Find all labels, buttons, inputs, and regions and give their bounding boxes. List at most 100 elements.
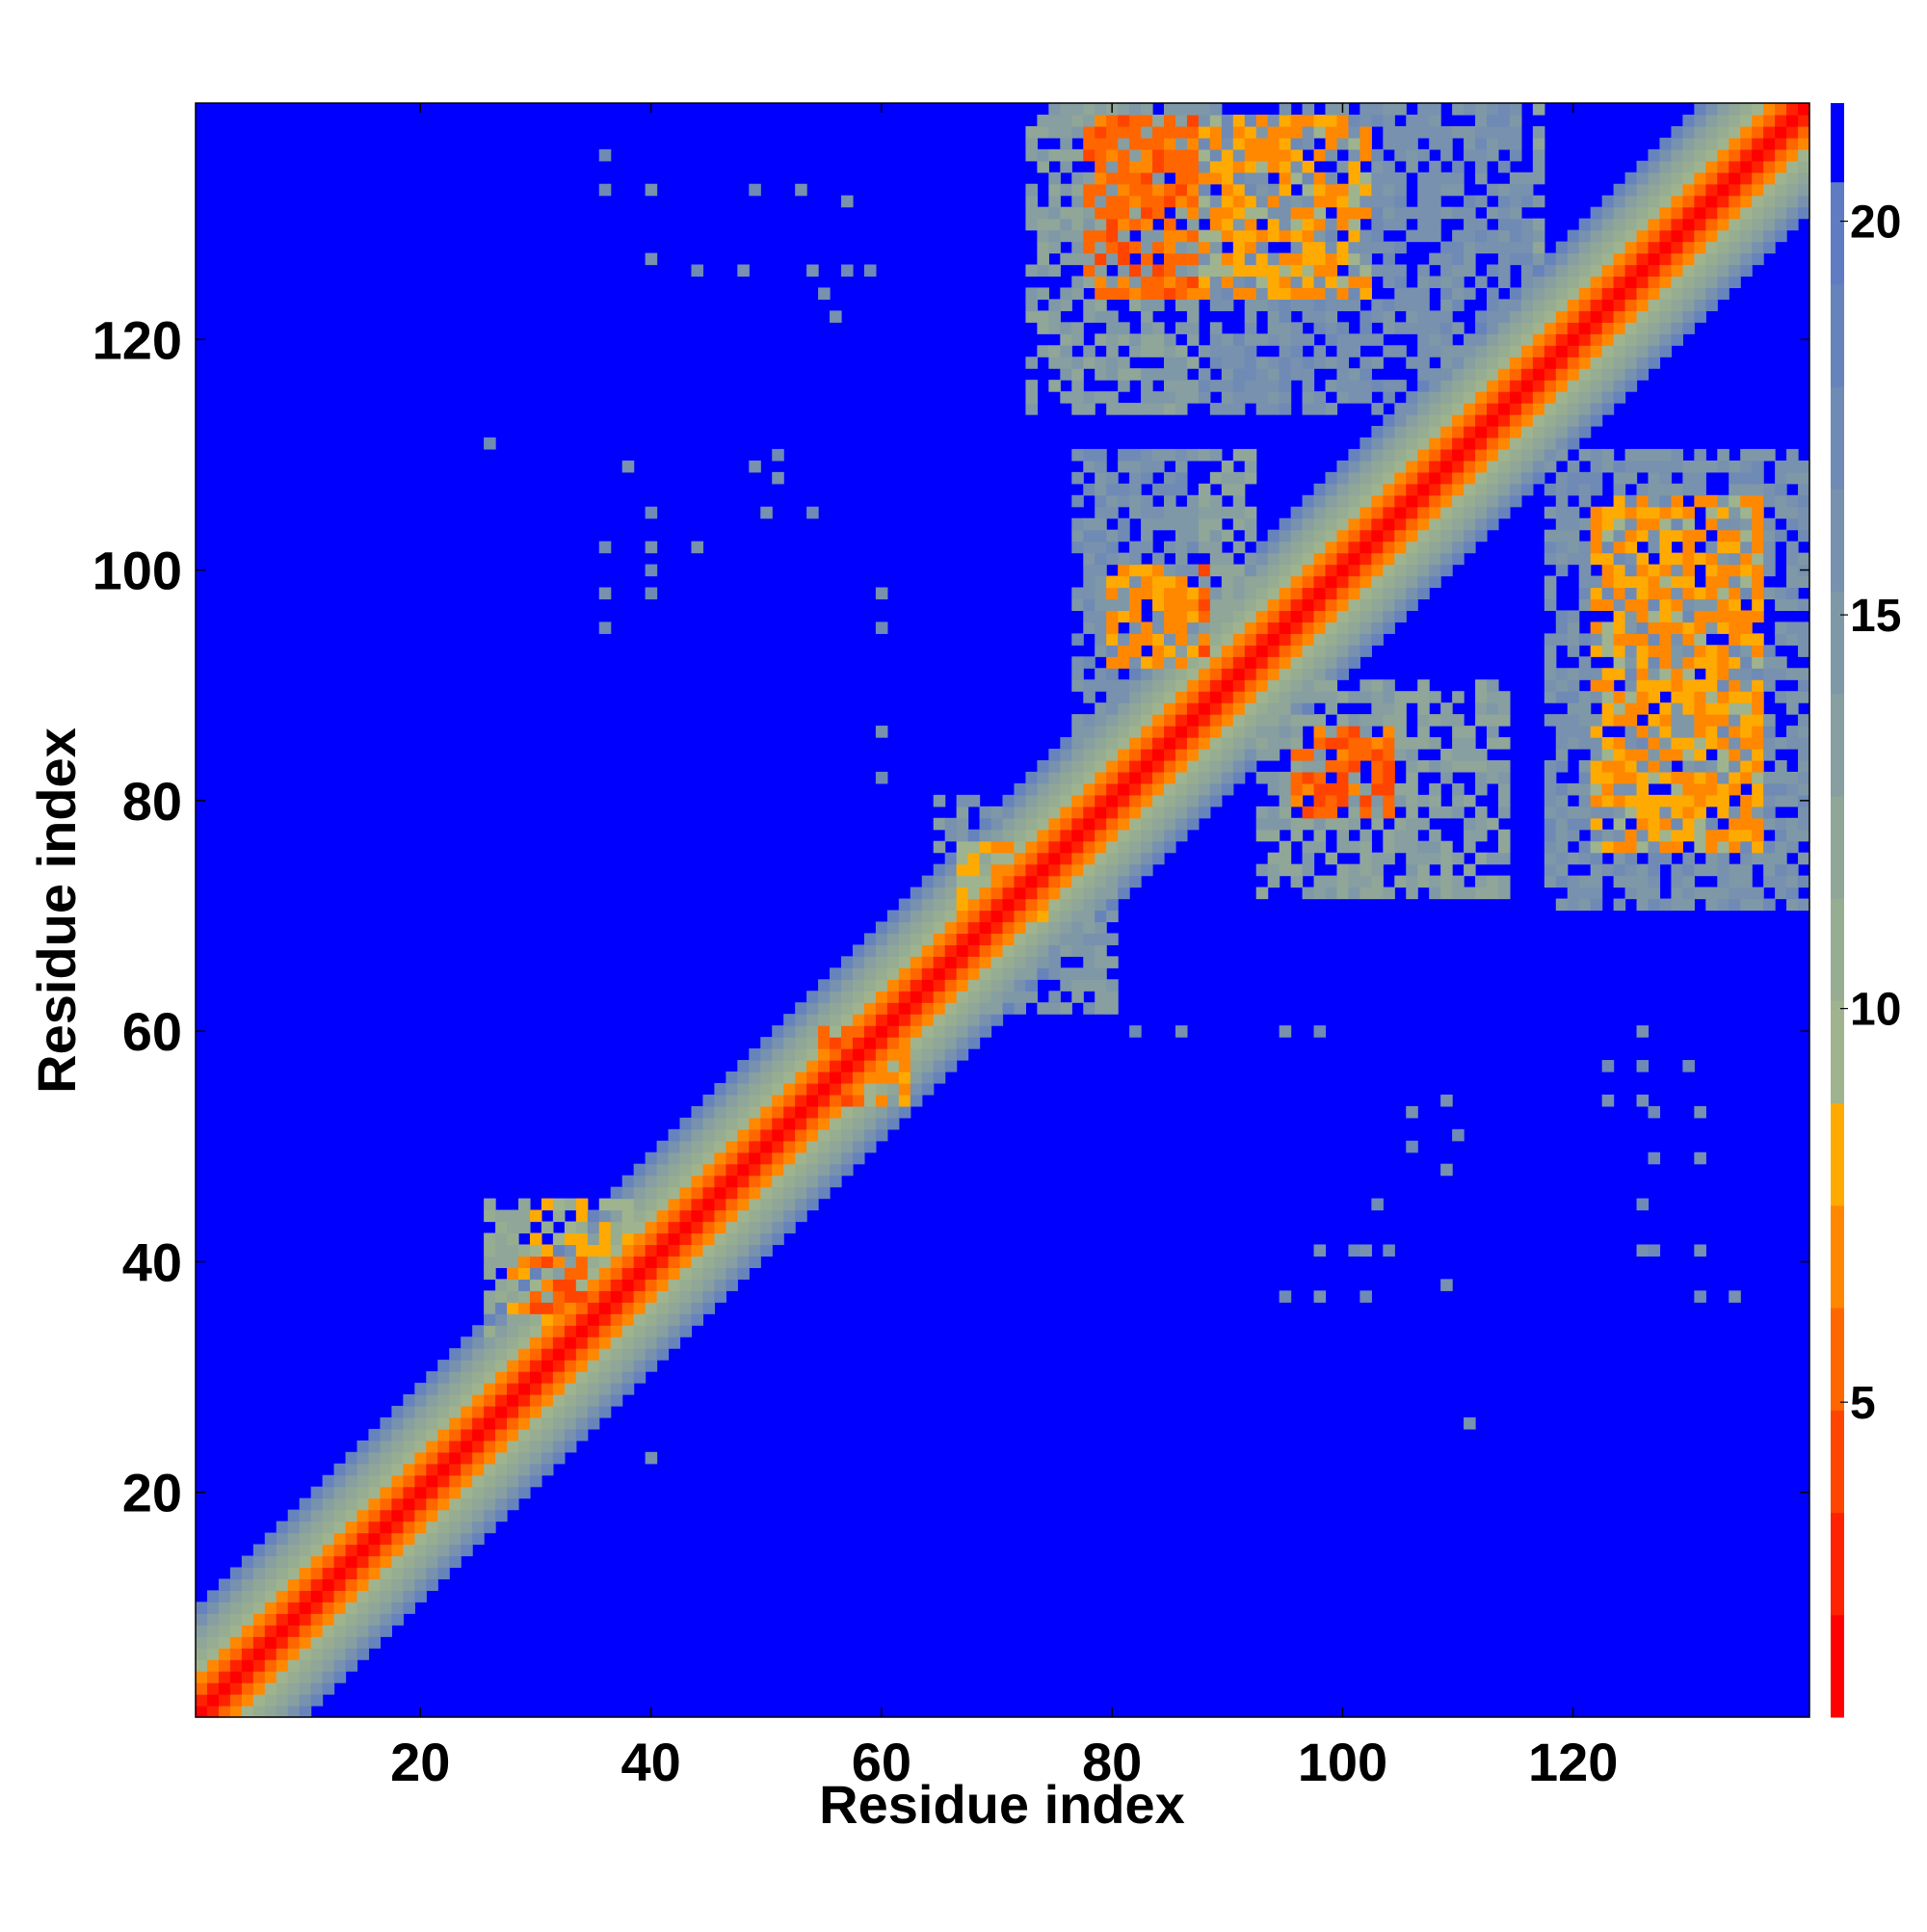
heatmap-cell	[1740, 610, 1753, 622]
heatmap-cell	[610, 1394, 623, 1407]
heatmap-cell	[1567, 483, 1580, 496]
heatmap-cell	[760, 1163, 773, 1177]
heatmap-cell	[1613, 794, 1626, 807]
heatmap-cell	[645, 1313, 658, 1326]
heatmap-cell	[621, 1244, 635, 1257]
heatmap-cell	[1336, 875, 1350, 888]
heatmap-cell	[252, 1636, 266, 1649]
heatmap-cell	[1475, 368, 1488, 381]
heatmap-cell	[529, 1371, 542, 1384]
heatmap-cell	[1694, 806, 1706, 819]
heatmap-cell	[1613, 471, 1626, 485]
heatmap-cell	[1590, 229, 1603, 243]
heatmap-cell	[1429, 218, 1441, 231]
heatmap-cell	[587, 1416, 600, 1430]
heatmap-cell	[1532, 403, 1545, 415]
heatmap-cell	[1267, 852, 1280, 865]
heatmap-cell	[1763, 148, 1776, 162]
heatmap-cell	[910, 1002, 923, 1015]
heatmap-cell	[749, 1244, 761, 1257]
heatmap-cell	[1705, 656, 1718, 669]
heatmap-cell	[1325, 380, 1338, 392]
heatmap-cell	[564, 1348, 577, 1361]
heatmap-cell	[1682, 264, 1695, 278]
heatmap-cell	[1129, 206, 1142, 220]
heatmap-cell	[1359, 794, 1372, 807]
heatmap-cell	[1371, 357, 1384, 369]
heatmap-cell	[1613, 645, 1626, 657]
heatmap-cell	[656, 1140, 670, 1153]
heatmap-cell	[1740, 241, 1753, 254]
heatmap-cell	[541, 1337, 554, 1349]
heatmap-cell	[1648, 460, 1661, 473]
heatmap-cell	[1740, 771, 1753, 784]
heatmap-cell	[1775, 587, 1787, 600]
heatmap-cell	[645, 1290, 658, 1303]
heatmap-cell	[1186, 148, 1200, 162]
heatmap-cell	[863, 1117, 877, 1130]
heatmap-cell	[760, 506, 773, 519]
heatmap-cell	[196, 1671, 208, 1683]
heatmap-cell	[1048, 887, 1061, 900]
heatmap-cell	[1371, 782, 1384, 796]
heatmap-cell	[1371, 875, 1384, 888]
heatmap-cell	[507, 1337, 519, 1349]
heatmap-cell	[1624, 241, 1638, 254]
heatmap-cell	[1763, 529, 1776, 543]
heatmap-cell	[1383, 794, 1395, 807]
heatmap-cell	[656, 1256, 670, 1268]
heatmap-cell	[1648, 345, 1661, 357]
heatmap-cell	[368, 1497, 382, 1511]
heatmap-cell	[1717, 668, 1729, 680]
heatmap-cell	[1682, 310, 1695, 323]
heatmap-cell	[1752, 471, 1764, 485]
heatmap-cell	[1232, 264, 1246, 278]
heatmap-cell	[1601, 622, 1615, 634]
heatmap-cell	[1014, 967, 1027, 980]
heatmap-cell	[287, 1544, 301, 1557]
heatmap-cell	[737, 1151, 750, 1165]
heatmap-cell	[1671, 633, 1683, 646]
heatmap-cell	[1729, 564, 1741, 577]
heatmap-cell	[1348, 1244, 1360, 1257]
heatmap-cell	[1244, 391, 1257, 404]
heatmap-cell	[1048, 898, 1061, 912]
heatmap-cell	[1624, 206, 1638, 220]
heatmap-cell	[933, 1072, 946, 1084]
heatmap-cell	[1624, 794, 1638, 807]
heatmap-cell	[426, 1544, 438, 1557]
heatmap-cell	[380, 1555, 392, 1569]
heatmap-cell	[345, 1521, 358, 1534]
heatmap-cell	[1705, 114, 1718, 127]
heatmap-cell	[1175, 726, 1188, 738]
heatmap-cell	[1464, 206, 1476, 220]
heatmap-cell	[1775, 172, 1787, 185]
heatmap-cell	[1452, 1128, 1465, 1142]
heatmap-cell	[1025, 299, 1038, 311]
heatmap-cell	[1775, 183, 1787, 197]
heatmap-cell	[1613, 252, 1626, 266]
heatmap-cell	[1336, 633, 1350, 646]
heatmap-cell	[1279, 852, 1292, 865]
heatmap-cell	[1544, 426, 1557, 438]
heatmap-cell	[1636, 506, 1650, 519]
heatmap-cell	[1186, 137, 1200, 150]
heatmap-cell	[1786, 737, 1799, 750]
heatmap-cell	[1060, 103, 1072, 116]
heatmap-cell	[668, 1232, 681, 1246]
heatmap-cell	[1601, 333, 1615, 346]
heatmap-cell	[1071, 749, 1084, 761]
heatmap-cell	[1624, 471, 1638, 485]
heatmap-cell	[1487, 471, 1499, 485]
heatmap-cell	[1383, 587, 1395, 600]
heatmap-cell	[1118, 368, 1130, 381]
heatmap-cell	[1671, 276, 1683, 289]
heatmap-cell	[1394, 345, 1407, 357]
heatmap-cell	[1302, 749, 1315, 761]
heatmap-cell	[1406, 771, 1418, 784]
heatmap-cell	[783, 1072, 796, 1084]
heatmap-cell	[1464, 749, 1476, 761]
heatmap-cell	[1659, 517, 1673, 531]
heatmap-cell	[898, 1060, 911, 1072]
heatmap-cell	[1255, 564, 1269, 577]
